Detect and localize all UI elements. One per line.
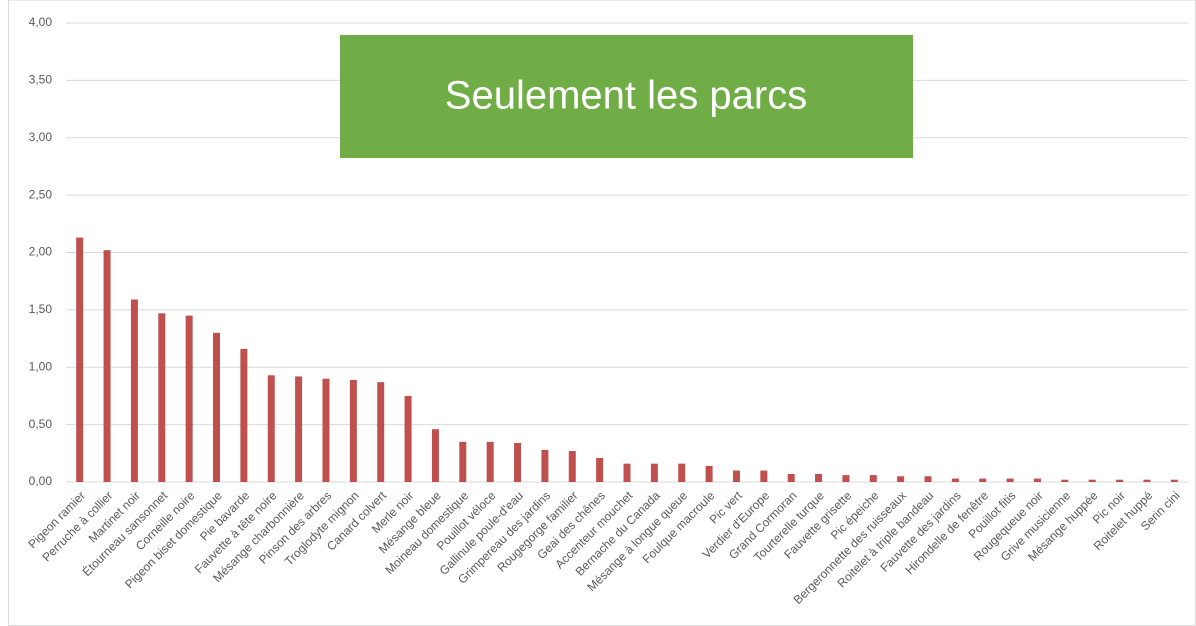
- bar: [951, 478, 959, 482]
- y-tick-label: 2,50: [29, 187, 53, 201]
- bar: [1088, 479, 1096, 482]
- bar: [1033, 478, 1041, 482]
- bar: [760, 470, 768, 482]
- bar: [431, 429, 439, 482]
- bar: [678, 463, 686, 482]
- bar: [158, 313, 166, 482]
- bar: [514, 442, 522, 482]
- chart-title: Seulement les parcs: [445, 74, 807, 118]
- bar: [869, 475, 877, 482]
- bar: [815, 473, 823, 482]
- y-tick-label: 0,50: [29, 417, 53, 431]
- bar: [787, 473, 795, 482]
- title-box: [340, 35, 913, 158]
- y-tick-label: 3,00: [29, 130, 53, 144]
- bar: [267, 375, 275, 482]
- bar: [568, 451, 576, 482]
- bar: [486, 441, 494, 482]
- bar: [377, 382, 385, 482]
- bar: [623, 463, 631, 482]
- bar: [322, 378, 330, 482]
- bar: [650, 463, 658, 482]
- bar: [596, 457, 604, 482]
- y-tick-label: 3,50: [29, 73, 53, 87]
- bar: [897, 476, 905, 482]
- bar: [1006, 478, 1014, 482]
- bar: [349, 379, 357, 482]
- bar: [76, 237, 84, 482]
- bar: [1061, 479, 1069, 482]
- bar: [1143, 479, 1151, 482]
- bar: [705, 465, 713, 482]
- y-tick-label: 2,00: [29, 245, 53, 259]
- y-tick-label: 1,50: [29, 302, 53, 316]
- bar: [732, 470, 740, 482]
- bar: [1170, 479, 1178, 482]
- bar: [924, 476, 932, 482]
- bar: [404, 395, 412, 482]
- bar: [103, 250, 111, 482]
- bar: [979, 478, 987, 482]
- bar: [541, 449, 549, 482]
- bar: [240, 348, 248, 482]
- bar: [459, 441, 467, 482]
- bar: [130, 299, 138, 482]
- bar: [185, 315, 193, 482]
- y-tick-label: 1,00: [29, 359, 53, 373]
- bar: [842, 475, 850, 482]
- bar: [295, 376, 303, 482]
- bar: [1116, 479, 1124, 482]
- y-tick-label: 0,00: [29, 474, 53, 488]
- bar: [213, 332, 221, 482]
- y-tick-label: 4,00: [29, 15, 53, 29]
